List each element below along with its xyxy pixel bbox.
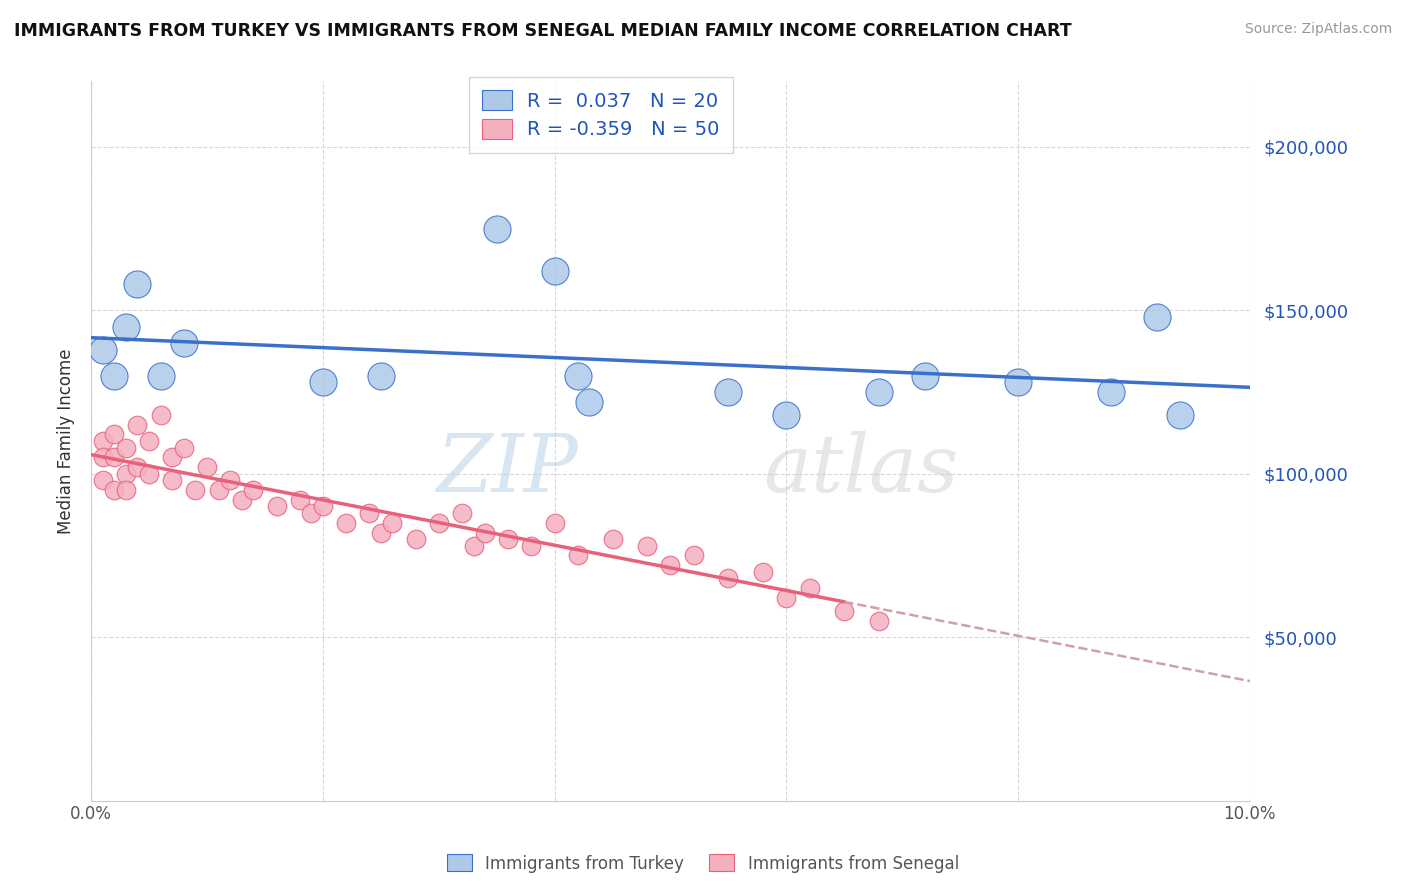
Text: atlas: atlas (763, 431, 959, 508)
Point (451, 506, 474, 520)
Point (115, 441, 138, 455)
Point (1099, 384, 1122, 399)
Point (578, 394, 600, 409)
Point (299, 506, 322, 520)
Point (717, 384, 740, 399)
Point (775, 591, 797, 605)
Point (312, 375, 335, 389)
Point (115, 319, 138, 334)
Point (543, 516, 565, 530)
Point (115, 467, 138, 481)
Point (463, 539, 485, 553)
Point (427, 516, 450, 530)
Point (91, 473, 114, 487)
Point (266, 500, 288, 514)
Point (682, 549, 704, 563)
Point (1146, 310, 1168, 324)
Text: ZIP: ZIP (436, 431, 578, 508)
Point (173, 441, 195, 455)
Point (195, 460, 218, 475)
Point (207, 483, 229, 497)
Point (868, 614, 890, 628)
Text: IMMIGRANTS FROM TURKEY VS IMMIGRANTS FROM SENEGAL MEDIAN FAMILY INCOME CORRELATI: IMMIGRANTS FROM TURKEY VS IMMIGRANTS FRO… (14, 22, 1071, 40)
Point (359, 506, 381, 520)
Point (231, 492, 253, 507)
Point (636, 539, 658, 553)
Point (103, 427, 125, 442)
Point (1168, 408, 1191, 422)
Point (103, 368, 125, 383)
Point (103, 483, 125, 497)
Point (242, 483, 264, 497)
Point (91, 343, 114, 357)
Point (149, 368, 172, 383)
Point (474, 525, 496, 540)
Point (103, 450, 125, 465)
Point (659, 558, 682, 573)
Point (127, 417, 149, 432)
Point (799, 581, 821, 595)
Point (752, 565, 775, 579)
Point (381, 516, 404, 530)
Point (543, 264, 565, 278)
Point (775, 408, 797, 422)
Point (312, 500, 335, 514)
Point (138, 467, 160, 481)
Point (520, 539, 543, 553)
Point (335, 516, 357, 530)
Point (115, 483, 138, 497)
Point (485, 221, 508, 235)
Legend: R =  0.037   N = 20, R = -0.359   N = 50: R = 0.037 N = 20, R = -0.359 N = 50 (468, 77, 733, 153)
Point (602, 532, 624, 546)
Point (567, 368, 589, 383)
Point (184, 483, 207, 497)
Point (149, 408, 172, 422)
Point (717, 571, 740, 585)
Point (405, 532, 427, 546)
Point (162, 473, 184, 487)
Legend: Immigrants from Turkey, Immigrants from Senegal: Immigrants from Turkey, Immigrants from … (440, 847, 966, 880)
Point (127, 277, 149, 292)
Point (832, 604, 855, 618)
Point (138, 434, 160, 448)
Point (127, 460, 149, 475)
Y-axis label: Median Family Income: Median Family Income (58, 348, 75, 533)
Point (219, 473, 242, 487)
Point (868, 384, 890, 399)
Point (173, 335, 195, 350)
Point (567, 549, 589, 563)
Point (914, 368, 936, 383)
Text: Source: ZipAtlas.com: Source: ZipAtlas.com (1244, 22, 1392, 37)
Point (91, 450, 114, 465)
Point (91, 434, 114, 448)
Point (496, 532, 519, 546)
Point (162, 450, 184, 465)
Point (370, 525, 392, 540)
Point (370, 368, 392, 383)
Point (1007, 375, 1029, 389)
Point (288, 492, 311, 507)
